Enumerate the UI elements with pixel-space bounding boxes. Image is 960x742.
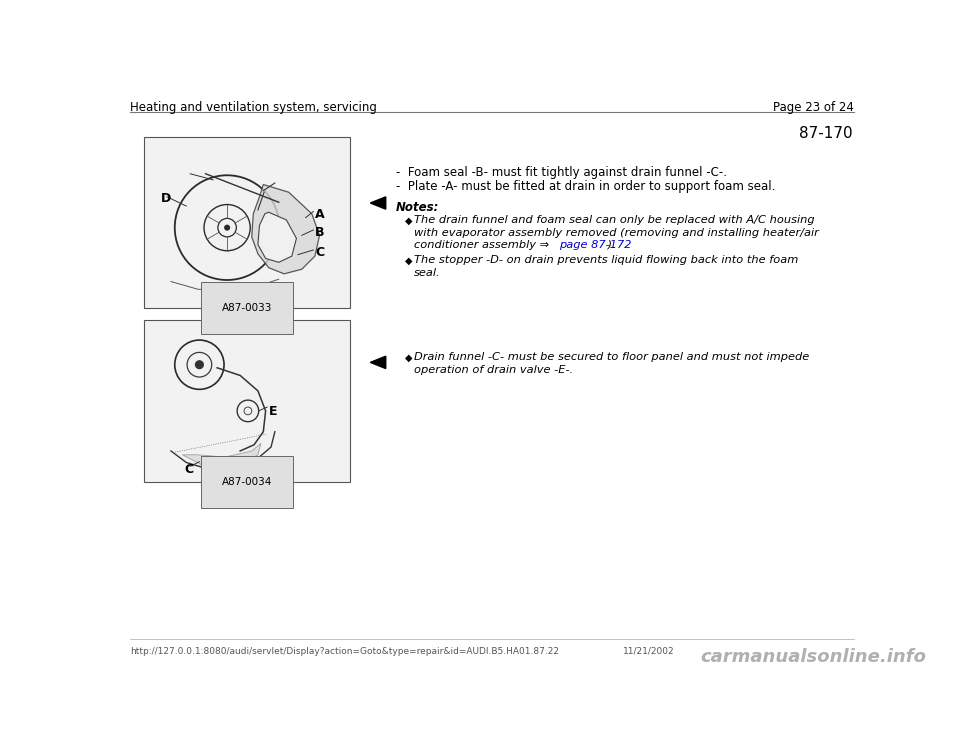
Text: ◆: ◆ [405,215,413,226]
Polygon shape [258,212,297,262]
Circle shape [225,226,229,230]
Text: C: C [184,463,193,476]
Text: The stopper -D- on drain prevents liquid flowing back into the foam: The stopper -D- on drain prevents liquid… [414,255,799,266]
Bar [144,320,350,482]
Text: -  Foam seal -B- must fit tightly against drain funnel -C-.: - Foam seal -B- must fit tightly against… [396,166,727,179]
Text: The drain funnel and foam seal can only be replaced with A/C housing: The drain funnel and foam seal can only … [414,215,815,226]
Text: seal.: seal. [414,268,441,278]
Text: page 87-172: page 87-172 [559,240,632,250]
Polygon shape [371,356,386,369]
Text: D: D [161,192,171,206]
Bar [144,137,350,308]
Text: B: B [315,226,324,239]
Text: Page 23 of 24: Page 23 of 24 [773,102,853,114]
Polygon shape [252,185,320,274]
Text: Drain funnel -C- must be secured to floor panel and must not impede: Drain funnel -C- must be secured to floo… [414,352,809,362]
Text: A87-0033: A87-0033 [222,303,273,313]
Polygon shape [182,443,261,468]
Text: operation of drain valve -E-.: operation of drain valve -E-. [414,365,573,375]
Circle shape [196,361,204,369]
Text: 11/21/2002: 11/21/2002 [623,646,675,655]
Text: ◆: ◆ [405,255,413,266]
Text: 87-170: 87-170 [799,126,852,141]
Text: ◆: ◆ [405,352,413,362]
Text: Notes:: Notes: [396,202,439,214]
Text: Heating and ventilation system, servicing: Heating and ventilation system, servicin… [131,102,377,114]
Polygon shape [371,197,386,209]
Text: C: C [315,246,324,259]
Text: A87-0034: A87-0034 [222,477,273,487]
Text: carmanualsonline.info: carmanualsonline.info [700,648,925,666]
Text: -  Plate -A- must be fitted at drain in order to support foam seal.: - Plate -A- must be fitted at drain in o… [396,180,775,193]
Text: conditioner assembly ⇒: conditioner assembly ⇒ [414,240,553,250]
Text: http://127.0.0.1:8080/audi/servlet/Display?action=Goto&type=repair&id=AUDI.B5.HA: http://127.0.0.1:8080/audi/servlet/Displ… [131,646,559,655]
Text: A: A [315,208,324,220]
Text: E: E [269,404,277,418]
Text: ).: ). [604,240,615,250]
Text: with evaporator assembly removed (removing and installing heater/air: with evaporator assembly removed (removi… [414,228,819,237]
